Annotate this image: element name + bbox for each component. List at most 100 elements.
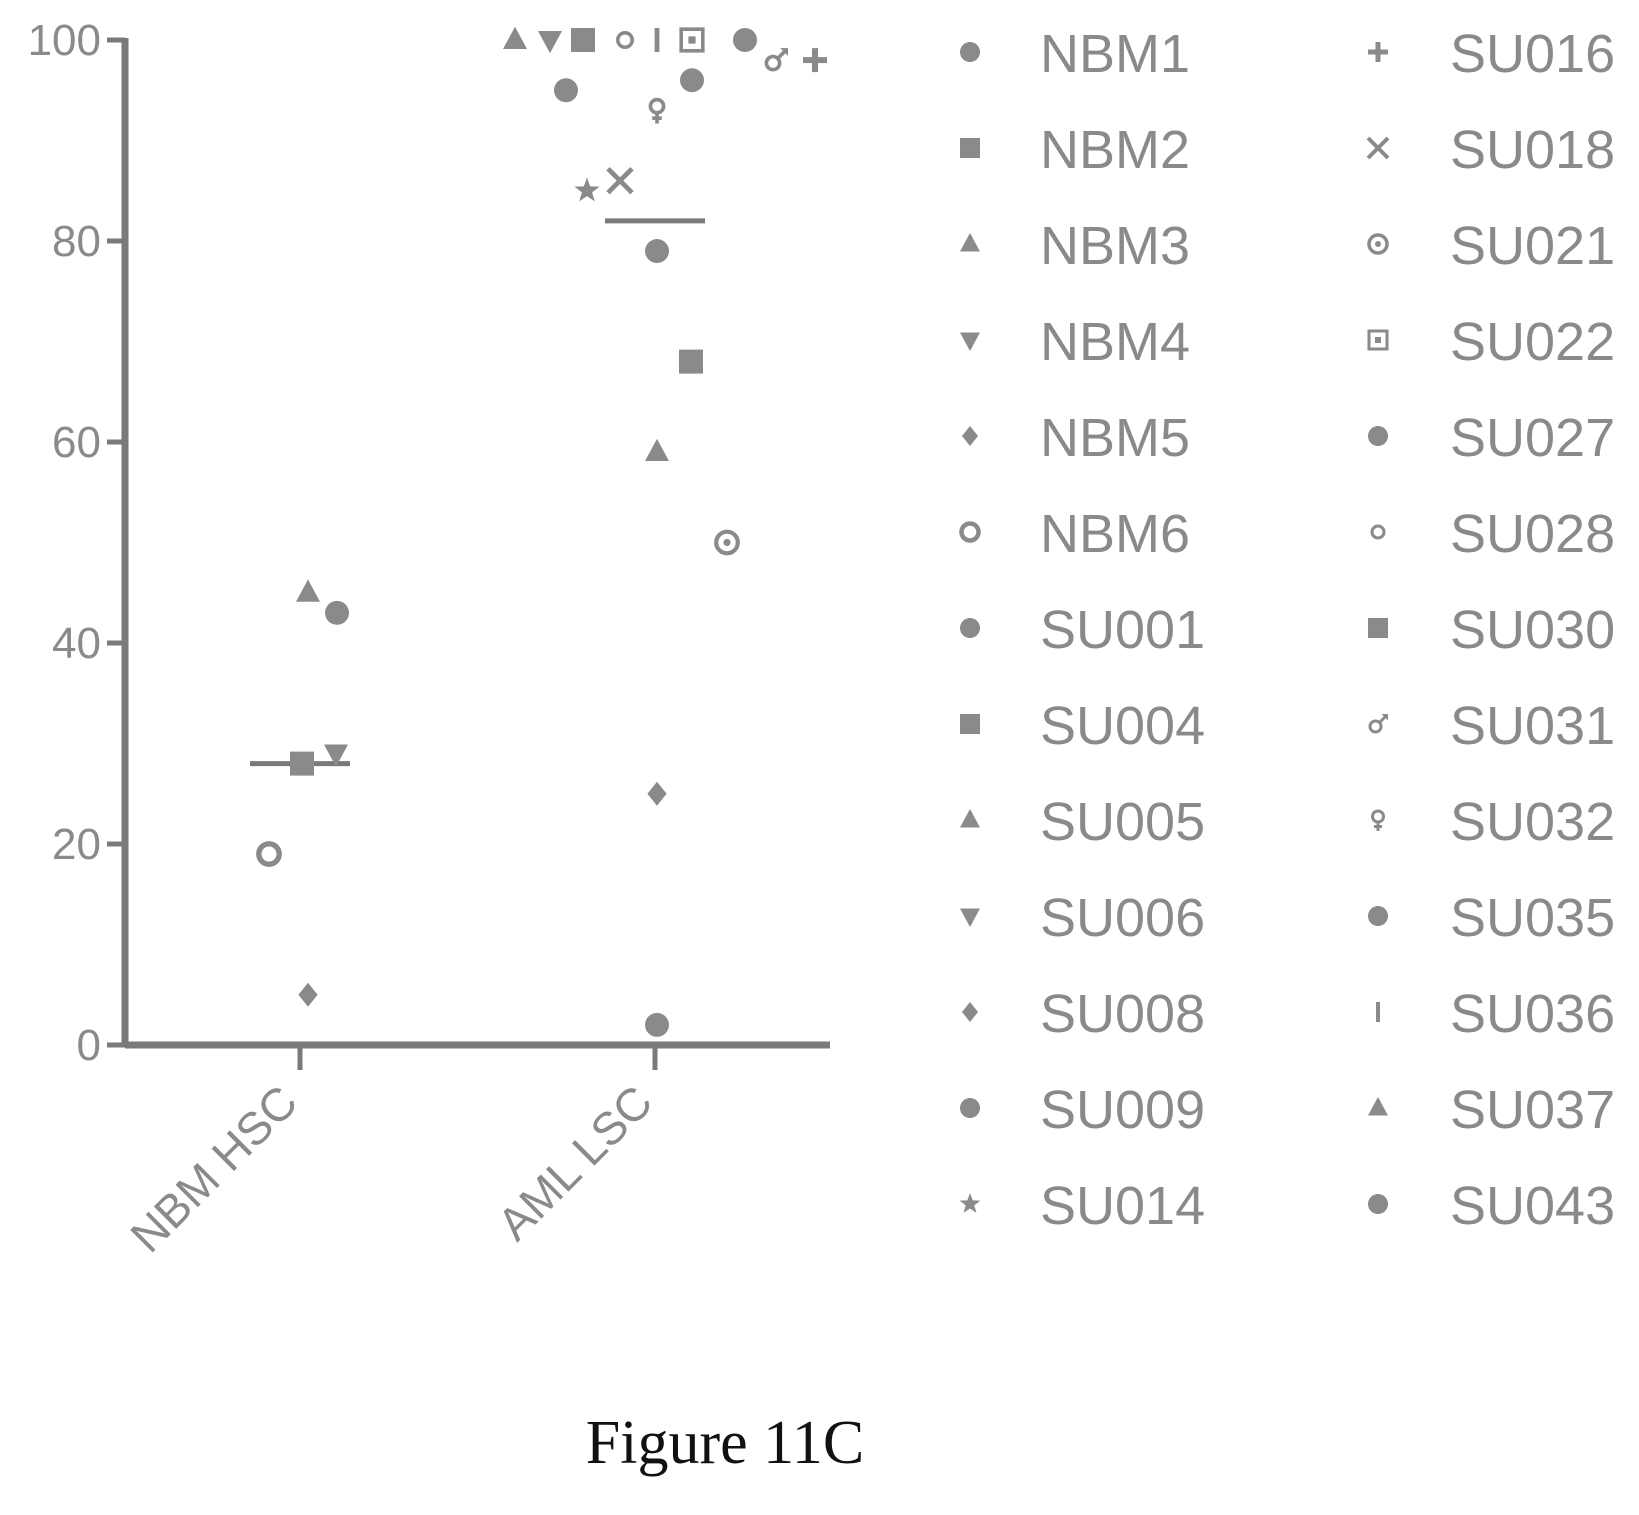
- legend-label: SU030: [1450, 600, 1615, 660]
- legend-label: NBM1: [1040, 24, 1190, 84]
- data-point: [645, 438, 669, 462]
- data-point: [325, 600, 349, 625]
- legend-label: SU001: [1040, 600, 1205, 660]
- legend-label: SU005: [1040, 792, 1205, 852]
- data-point: [645, 239, 669, 264]
- data-point: [290, 751, 314, 776]
- data-point: [645, 1012, 669, 1037]
- legend-item: SU001: [960, 600, 1205, 660]
- data-point: [571, 28, 595, 52]
- legend-item: SU006: [960, 888, 1205, 948]
- data-point: [647, 781, 667, 806]
- legend-item: SU035: [1368, 888, 1615, 948]
- data-point: [679, 27, 705, 53]
- legend-label: NBM2: [1040, 120, 1190, 180]
- legend-marker: [1370, 524, 1386, 540]
- legend-item: SU004: [960, 696, 1205, 756]
- legend-marker: [1368, 713, 1389, 734]
- legend-marker: [1371, 809, 1385, 831]
- legend-label: SU027: [1450, 408, 1615, 468]
- legend-item: SU032: [1371, 792, 1615, 852]
- data-point: [298, 982, 318, 1007]
- legend-label: NBM6: [1040, 504, 1190, 564]
- legend-marker: [959, 521, 981, 543]
- legend-marker: [1368, 42, 1388, 62]
- legend-item: NBM4: [960, 312, 1190, 372]
- legend-item: SU016: [1368, 24, 1615, 84]
- legend-item: SU030: [1368, 600, 1615, 660]
- data-point: [803, 48, 827, 73]
- legend-label: SU006: [1040, 888, 1205, 948]
- y-tick-label: 100: [28, 16, 101, 65]
- legend-label: NBM3: [1040, 216, 1190, 276]
- legend-label: SU021: [1450, 216, 1615, 276]
- data-point: [615, 30, 634, 49]
- legend-marker: [1376, 1002, 1380, 1022]
- legend-marker: [960, 618, 980, 638]
- data-points: [256, 26, 827, 1037]
- legend-label: SU018: [1450, 120, 1615, 180]
- data-point: [680, 68, 704, 93]
- legend: NBM1 NBM2 NBM3 NBM4 NBM5 NBM6 SU001 SU004 SU005 S…: [959, 24, 1615, 1236]
- legend-marker: [1368, 1194, 1388, 1214]
- data-point: [733, 28, 757, 52]
- data-point: [714, 529, 740, 556]
- legend-item: NBM6: [959, 504, 1190, 564]
- legend-label: SU036: [1450, 984, 1615, 1044]
- data-point: [296, 579, 320, 602]
- median-lines: [250, 218, 705, 767]
- legend-item: SU022: [1367, 312, 1615, 372]
- legend-item: NBM1: [960, 24, 1190, 84]
- legend-marker: [1367, 233, 1389, 255]
- legend-label: SU014: [1040, 1176, 1205, 1236]
- y-tick-label: 60: [52, 418, 101, 467]
- legend-marker: [1368, 618, 1388, 638]
- legend-label: SU028: [1450, 504, 1615, 564]
- data-point: [503, 26, 527, 49]
- data-point: [574, 177, 600, 202]
- legend-marker: [960, 42, 980, 62]
- legend-item: NBM3: [960, 216, 1190, 276]
- legend-item: SU014: [959, 1176, 1205, 1236]
- legend-label: SU009: [1040, 1080, 1205, 1140]
- legend-marker: [1367, 329, 1389, 351]
- legend-item: SU005: [960, 792, 1205, 852]
- legend-marker: [962, 426, 978, 446]
- y-tick-label: 40: [52, 619, 101, 668]
- legend-marker: [962, 1002, 978, 1022]
- data-point: [554, 78, 578, 103]
- legend-label: NBM5: [1040, 408, 1190, 468]
- legend-marker: [960, 332, 980, 351]
- figure-caption: Figure 11C: [585, 1409, 865, 1477]
- legend-item: SU036: [1376, 984, 1615, 1044]
- legend-item: SU021: [1367, 216, 1615, 276]
- legend-marker: [960, 714, 980, 734]
- legend-item: SU028: [1370, 504, 1615, 564]
- legend-item: SU031: [1368, 696, 1615, 756]
- legend-marker: [1368, 426, 1388, 446]
- legend-item: SU027: [1368, 408, 1615, 468]
- legend-marker: [960, 1098, 980, 1118]
- x-category-label: NBM HSC: [120, 1075, 307, 1262]
- legend-item: SU037: [1368, 1080, 1615, 1140]
- legend-marker: [960, 908, 980, 927]
- legend-item: SU043: [1368, 1176, 1615, 1236]
- legend-marker: [960, 233, 980, 252]
- x-category-label: AML LSC: [487, 1075, 662, 1250]
- legend-label: SU008: [1040, 984, 1205, 1044]
- legend-label: SU037: [1450, 1080, 1615, 1140]
- legend-label: SU022: [1450, 312, 1615, 372]
- legend-label: NBM4: [1040, 312, 1190, 372]
- data-point: [679, 349, 703, 374]
- legend-label: SU031: [1450, 696, 1615, 756]
- data-point: [324, 744, 348, 767]
- legend-label: SU004: [1040, 696, 1205, 756]
- legend-label: SU035: [1450, 888, 1615, 948]
- data-point: [538, 31, 562, 54]
- y-tick-label: 20: [52, 820, 101, 869]
- legend-item: NBM2: [960, 120, 1190, 180]
- chart-axes: 0 20 40 60 80 100 NBM HSC AML LSC: [28, 16, 830, 1262]
- data-point: [654, 28, 660, 52]
- data-point: [764, 48, 789, 72]
